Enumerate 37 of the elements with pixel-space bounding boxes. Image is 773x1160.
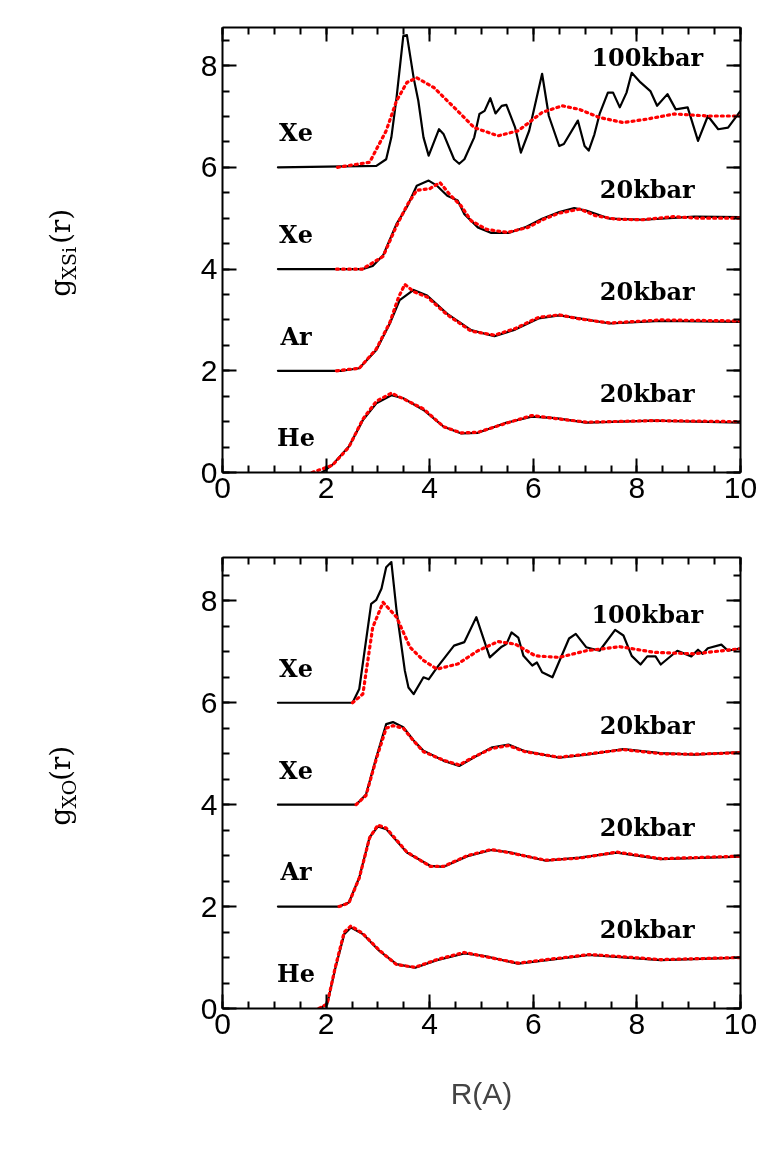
annotation: 20kbar [599,914,696,944]
y-axis-title: gXSi(r) [44,208,80,297]
annotation: He [277,423,316,453]
y-tick-label: 8 [200,583,218,617]
x-tick-label: 2 [317,1006,335,1040]
y-tick-label: 2 [200,889,218,923]
annotation: 20kbar [599,378,696,408]
x-tick-label: 4 [421,1006,439,1040]
x-tick-label: 6 [524,1006,542,1040]
annotation: Xe [279,118,313,148]
y-tick-label: 6 [200,685,218,719]
x-tick-label: 8 [628,1006,646,1040]
annotation: Xe [279,219,313,249]
x-tick-label: 6 [524,470,542,504]
x-axis-title: R(A) [450,1076,513,1110]
y-tick-label: 4 [200,787,218,821]
annotation: 20kbar [599,812,696,842]
y-tick-label: 6 [200,150,218,184]
annotation: Xe [279,653,313,683]
annotation: 100kbar [591,600,704,630]
y-tick-label: 4 [200,252,218,286]
x-tick-label: 10 [723,470,758,504]
annotation: Ar [279,321,313,351]
annotation: Ar [279,857,313,887]
annotation: 20kbar [599,175,696,205]
annotation: 20kbar [599,276,696,306]
x-tick-label: 2 [317,470,335,504]
x-tick-label: 4 [421,470,439,504]
x-tick-label: 10 [723,1006,758,1040]
annotation: He [277,959,316,989]
y-tick-label: 2 [200,353,218,387]
annotation: 100kbar [591,43,704,73]
y-tick-label: 8 [200,48,218,82]
x-tick-label: 8 [628,470,646,504]
annotation: Xe [279,755,313,785]
y-axis-title: gXO(r) [44,745,80,826]
annotation: 20kbar [599,710,696,740]
